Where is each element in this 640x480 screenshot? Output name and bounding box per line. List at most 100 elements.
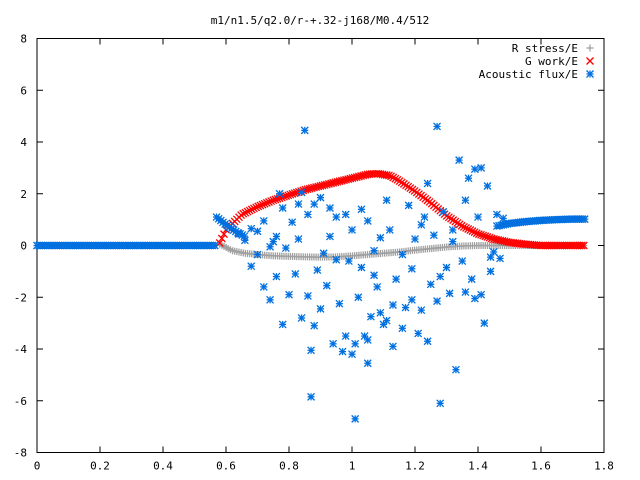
data-point [457,221,466,230]
data-point [313,266,322,275]
data-point [271,195,280,204]
data-point [275,189,284,198]
data-point [294,235,303,243]
data-point [461,288,470,297]
data-point [458,257,467,265]
data-point [290,189,299,198]
y-tick-label: 4 [20,136,27,149]
data-point [580,215,589,224]
data-point [288,218,297,227]
data-point [253,250,262,259]
data-point [472,229,481,238]
data-point [210,241,219,250]
data-point [577,241,586,250]
data-point [262,198,271,207]
data-point [247,262,256,271]
data-point [579,241,588,250]
data-point [464,225,473,233]
data-point [459,222,468,231]
x-tick-label: 1.4 [468,460,488,473]
data-point [307,346,316,355]
data-point [477,290,486,299]
y-tick-label: -2 [14,291,27,304]
data-point [303,291,312,300]
data-point [470,165,479,174]
data-point [278,204,287,212]
legend-marker [586,70,594,78]
data-point [483,233,492,241]
data-point [436,272,445,281]
data-point [483,182,492,190]
data-point [341,332,350,341]
data-point [387,172,396,181]
data-point [310,321,319,330]
data-point [398,250,407,259]
data-point [259,216,268,225]
data-point [401,303,410,312]
data-point [407,295,416,304]
data-point [266,295,275,304]
data-point [492,210,501,219]
data-point [448,237,457,246]
data-point [433,122,442,131]
data-point [436,399,445,408]
data-point [267,197,276,206]
series-2 [33,122,589,423]
data-point [338,347,347,356]
x-tick-label: 0.2 [90,460,110,473]
data-point [278,320,287,329]
data-point [259,282,268,291]
data-point [464,174,473,183]
data-point [389,173,398,182]
data-point [468,227,477,236]
data-point [461,196,470,205]
data-point [247,205,256,214]
data-point [332,255,341,264]
data-point [220,230,228,239]
data-point [477,230,485,239]
y-tick-label: -4 [14,343,28,356]
data-point [217,234,226,243]
data-point [266,242,275,251]
data-point [404,201,413,210]
data-point [351,414,360,423]
y-axis: 8 6 4 2 0 -2 -4 -6 -8 [14,33,604,460]
data-point [245,206,254,215]
data-point [243,207,252,216]
data-point [335,299,344,308]
data-point [234,229,243,238]
data-point [445,289,454,298]
data-point [423,179,432,188]
data-point [370,271,379,280]
data-point [392,275,401,284]
data-point [433,297,442,306]
data-point [420,213,429,221]
data-point [423,337,432,346]
data-point [284,191,293,200]
x-tick-label: 1.2 [405,460,425,473]
data-point [485,233,494,242]
data-point [370,246,379,255]
data-point [429,231,438,240]
data-point [239,209,248,218]
y-tick-label: 8 [20,33,27,46]
data-point [363,359,372,368]
data-point [348,350,356,359]
data-point [351,339,360,348]
data-point [341,210,350,219]
data-point [376,308,385,317]
data-point [451,365,460,374]
data-point [486,267,495,276]
data-point [250,204,258,213]
data-point [373,282,382,291]
data-point [260,199,269,208]
data-point [282,192,291,200]
data-point [291,270,300,278]
series-layer [33,122,589,423]
x-tick-label: 1.6 [531,460,551,473]
data-point [265,198,273,206]
y-tick-label: 6 [20,84,27,97]
data-point [499,214,508,223]
data-point [329,339,338,348]
